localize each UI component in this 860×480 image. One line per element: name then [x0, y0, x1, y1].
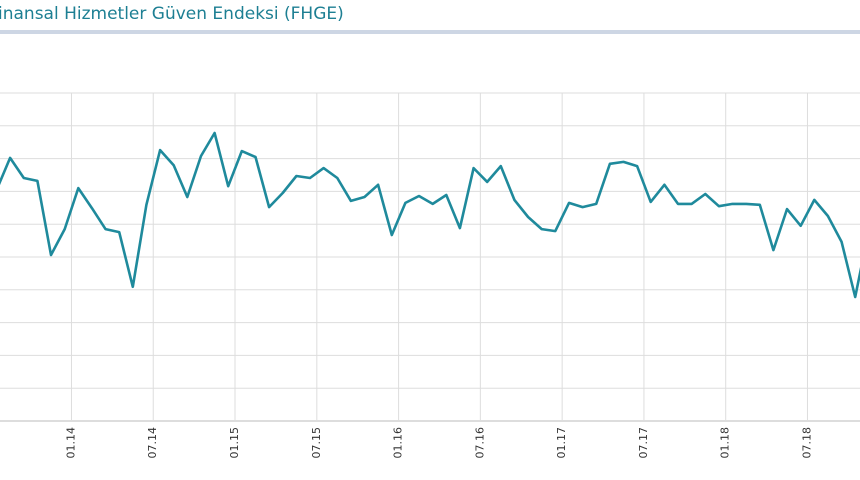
data-line: [0, 131, 860, 299]
x-tick-label: 07.16: [473, 427, 486, 459]
x-tick-label: 01.17: [555, 427, 568, 459]
x-tick-label: 07.14: [146, 427, 159, 459]
title-rule: [0, 30, 860, 34]
x-tick-label: 07.17: [637, 427, 650, 459]
x-tick-label: 01.18: [719, 427, 732, 459]
x-tick-label: 01.16: [392, 427, 405, 459]
x-tick-label: 07.18: [800, 427, 813, 459]
x-tick-label: 01.14: [64, 427, 77, 459]
x-tick-label: 01.15: [228, 427, 241, 459]
chart-title: inansal Hizmetler Güven Endeksi (FHGE): [0, 4, 344, 24]
x-tick-label: 07.15: [310, 427, 323, 459]
